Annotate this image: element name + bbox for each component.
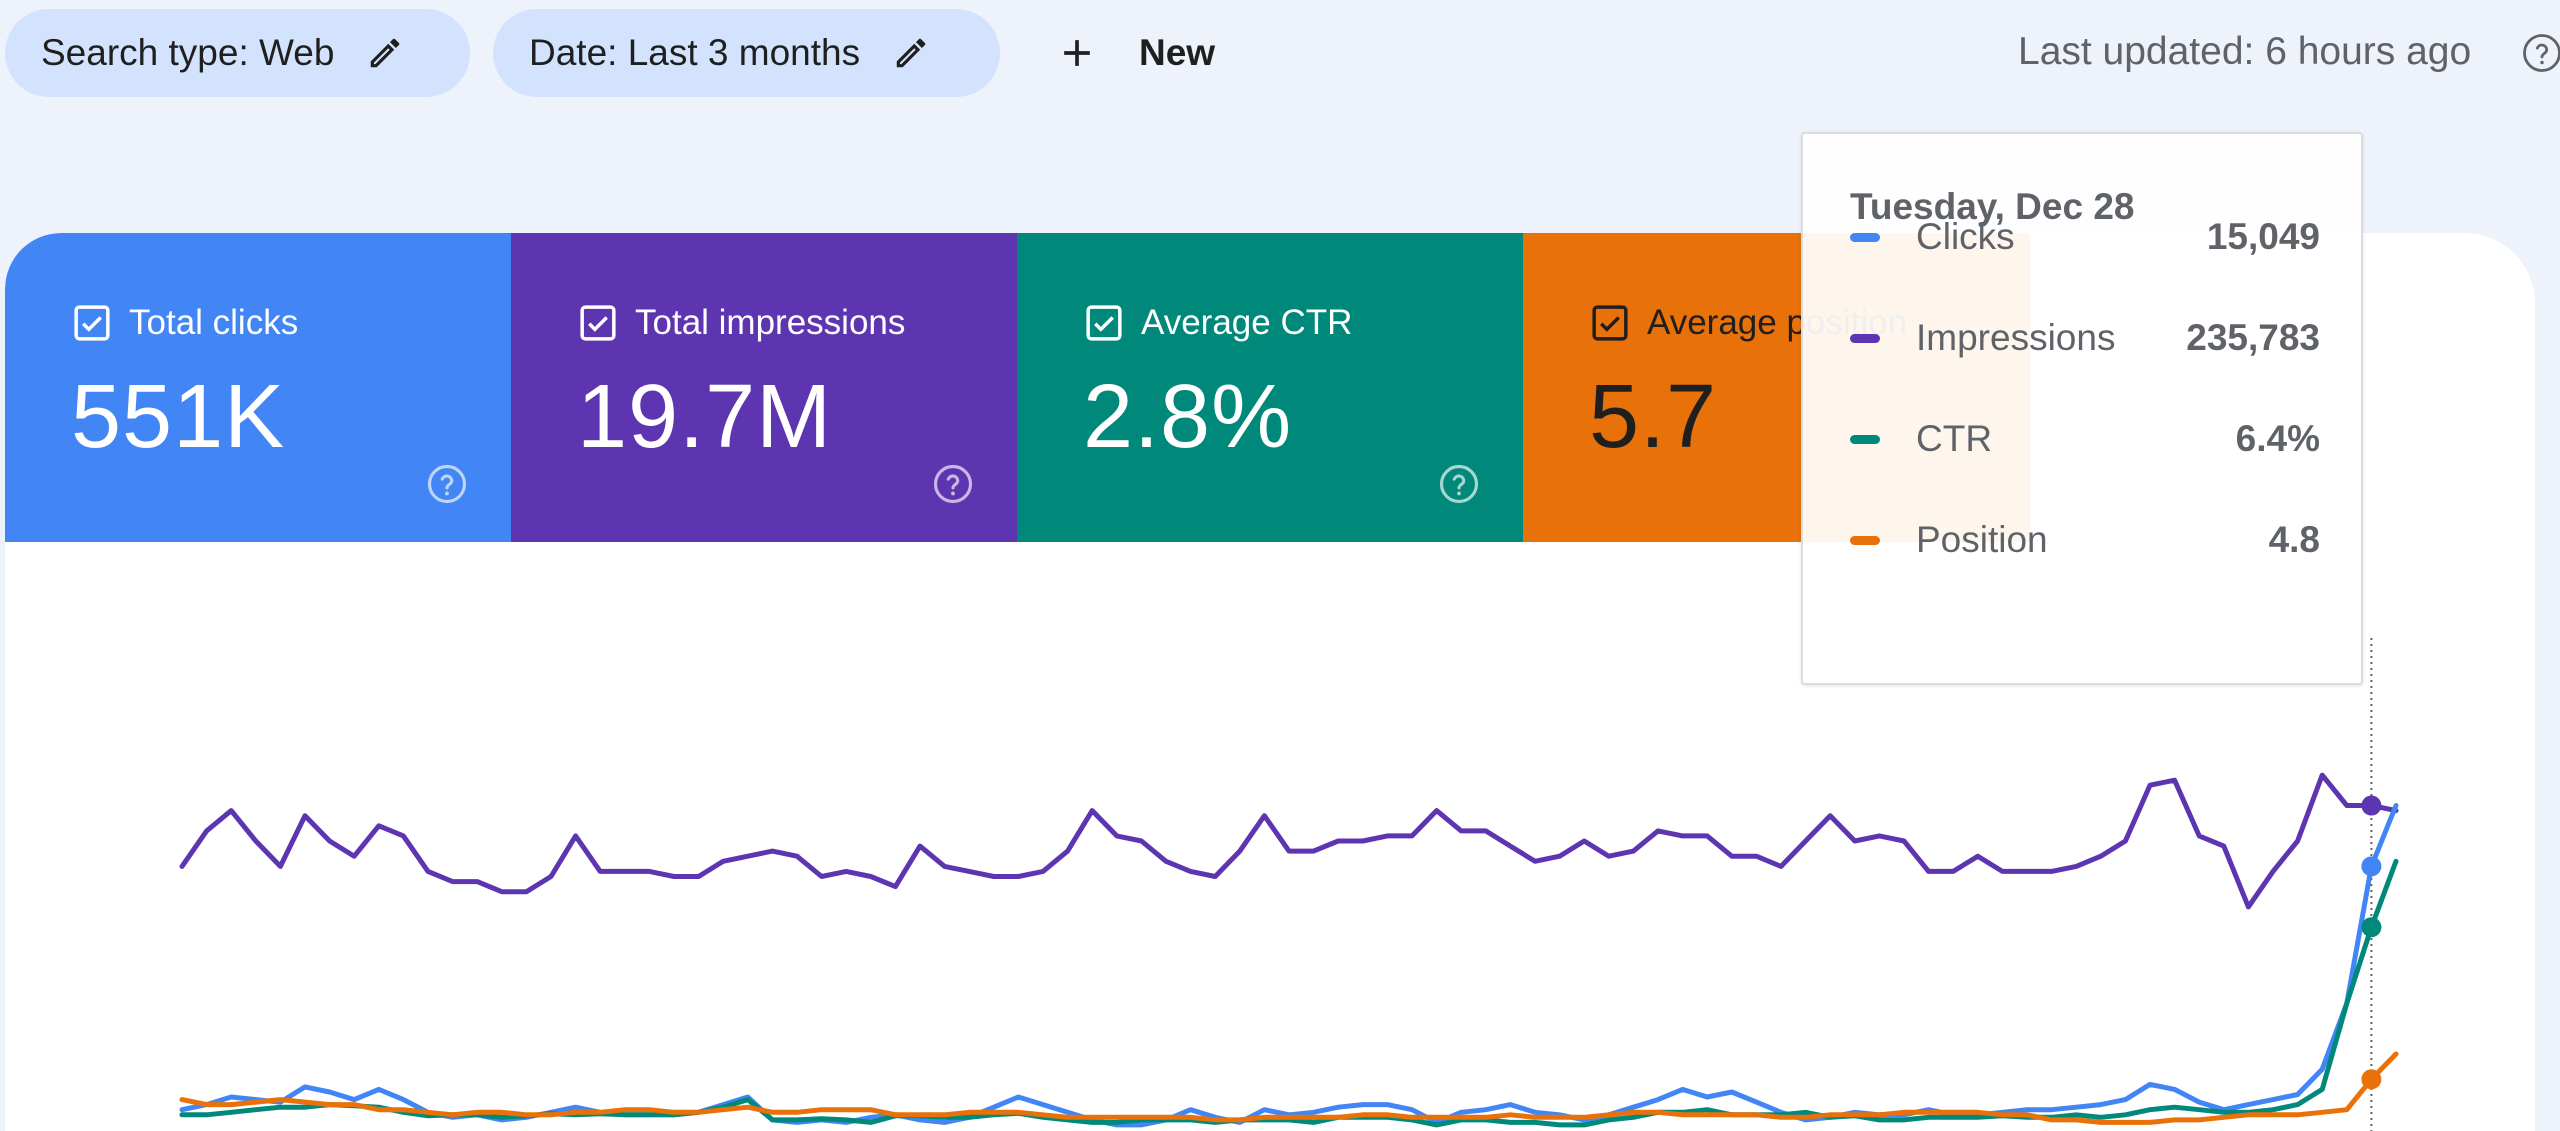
- edit-pencil-icon: [896, 38, 926, 68]
- tooltip-series-name: Position: [1916, 519, 2048, 560]
- tooltip-row-impressions: Impressions 235,783: [1850, 313, 2320, 363]
- tooltip-series-value: 235,783: [2186, 317, 2320, 358]
- metric-value: 551K: [71, 367, 286, 467]
- help-icon[interactable]: [2521, 32, 2560, 74]
- metric-value: 2.8%: [1083, 367, 1293, 467]
- new-filter-label: New: [1139, 32, 1216, 73]
- metric-label: Average CTR: [1141, 303, 1353, 342]
- date-filter-chip[interactable]: Date: Last 3 months: [493, 9, 1000, 97]
- last-updated-text: Last updated: 6 hours ago: [2018, 30, 2472, 73]
- metric-value: 19.7M: [577, 367, 833, 467]
- chart-tooltip: Tuesday, Dec 28 Clicks 15,049 Impression…: [1801, 132, 2363, 685]
- date-filter-label: Date: Last 3 months: [529, 32, 861, 73]
- series-line-impressions: [179, 772, 2399, 910]
- hover-point-position: [2361, 1069, 2382, 1090]
- help-icon[interactable]: [932, 463, 974, 505]
- tooltip-row-position: Position 4.8: [1850, 515, 2320, 565]
- search-type-filter-label: Search type: Web: [41, 32, 335, 73]
- checkbox-checked-icon[interactable]: [579, 304, 617, 342]
- hover-point-ctr: [2361, 917, 2382, 938]
- series-line-position: [179, 1051, 2399, 1125]
- tooltip-series-value: 4.8: [2268, 519, 2320, 560]
- tooltip-date: Tuesday, Dec 28: [1850, 186, 2135, 227]
- performance-line-chart[interactable]: [5, 233, 2535, 1131]
- legend-swatch: [1850, 434, 1880, 444]
- tooltip-row-ctr: CTR 6.4%: [1850, 414, 2320, 464]
- tooltip-series-name: Impressions: [1916, 317, 2116, 358]
- search-type-filter-chip[interactable]: Search type: Web: [5, 9, 470, 97]
- checkbox-checked-icon[interactable]: [1085, 304, 1123, 342]
- tooltip-row-clicks: Clicks 15,049: [1850, 212, 2320, 262]
- help-icon[interactable]: [426, 463, 468, 505]
- metric-label: Total clicks: [129, 303, 299, 342]
- new-filter-button[interactable]: New: [1055, 18, 1215, 88]
- tooltip-series-name: CTR: [1916, 418, 1993, 459]
- help-icon[interactable]: [1438, 463, 1480, 505]
- metric-card-total-clicks[interactable]: Total clicks 551K: [5, 233, 511, 542]
- edit-pencil-icon: [371, 38, 400, 68]
- legend-swatch: [1850, 535, 1880, 545]
- checkbox-checked-icon[interactable]: [73, 304, 111, 342]
- metric-card-total-impressions[interactable]: Total impressions 19.7M: [511, 233, 1017, 542]
- checkbox-checked-icon[interactable]: [1591, 304, 1629, 342]
- plus-icon: [1064, 40, 1090, 66]
- metric-label: Total impressions: [635, 303, 906, 342]
- hover-point-clicks: [2361, 856, 2382, 877]
- series-line-ctr: [179, 858, 2399, 1128]
- legend-swatch: [1850, 232, 1880, 242]
- tooltip-series-value: 6.4%: [2235, 418, 2320, 459]
- tooltip-series-value: 15,049: [2206, 216, 2320, 257]
- metric-value: 5.7: [1589, 367, 1718, 467]
- hover-point-impressions: [2361, 795, 2382, 816]
- legend-swatch: [1850, 333, 1880, 343]
- tooltip-series-name: Clicks: [1916, 216, 2015, 257]
- metric-card-average-ctr[interactable]: Average CTR 2.8%: [1017, 233, 1523, 542]
